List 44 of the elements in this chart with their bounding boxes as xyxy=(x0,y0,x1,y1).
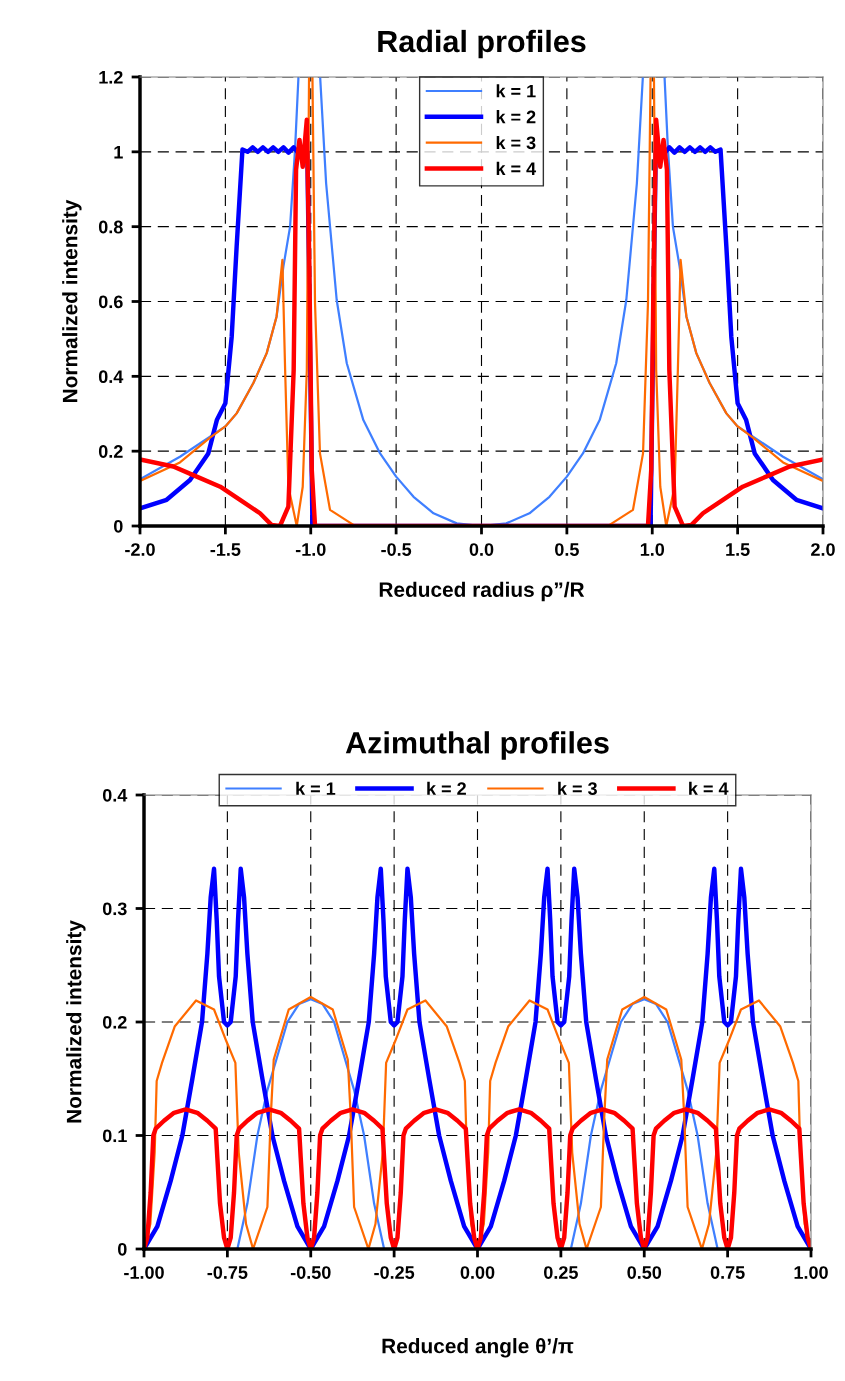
legend-label: k = 3 xyxy=(496,135,536,150)
legend-label: k = 3 xyxy=(558,781,597,796)
x-tick-label: 2.0 xyxy=(811,543,835,556)
y-tick-label: 0.3 xyxy=(102,902,127,916)
y-tick-label: 1.2 xyxy=(99,70,123,84)
x-tick-label: -2.0 xyxy=(125,543,155,556)
y-tick-label: 0 xyxy=(118,1242,127,1256)
x-tick-label: 1.00 xyxy=(794,1266,828,1279)
y-tick-label: 0.2 xyxy=(102,1015,127,1029)
y-tick-label: 0.2 xyxy=(98,445,123,458)
x-tick-label: 0.50 xyxy=(627,1266,662,1279)
y-tick-label: 0.4 xyxy=(102,788,128,802)
x-tick-label: -0.75 xyxy=(207,1266,248,1279)
y-tick-label: 0.4 xyxy=(98,370,124,384)
x-tick-label: 1.5 xyxy=(726,543,750,556)
y-tick-label: 1 xyxy=(114,145,123,159)
y-axis-title: Normalized intensity xyxy=(62,199,82,402)
x-tick-label: -1.00 xyxy=(124,1266,164,1279)
legend-label: k = 2 xyxy=(427,781,466,795)
x-tick-label: 0.0 xyxy=(469,543,494,556)
x-axis-title: Reduced radius ρ”/R xyxy=(379,581,585,602)
chart-title: Radial profiles xyxy=(378,29,586,59)
y-tick-label: 0.1 xyxy=(102,1129,127,1143)
chart-title: Azimuthal profiles xyxy=(345,731,609,760)
x-tick-label: 0.25 xyxy=(544,1266,578,1279)
x-tick-label: 1.0 xyxy=(640,543,665,556)
x-tick-label: -1.5 xyxy=(210,543,241,556)
x-tick-label: -1.0 xyxy=(295,543,326,556)
y-tick-label: 0 xyxy=(114,519,123,533)
legend-label: k = 4 xyxy=(689,781,729,795)
x-tick-label: -0.5 xyxy=(381,543,412,556)
y-axis-title: Normalized intensity xyxy=(66,920,86,1123)
legend-label: k = 2 xyxy=(496,110,536,124)
legend-label: k = 4 xyxy=(496,161,537,175)
x-axis-title: Reduced angle θ’/π xyxy=(382,1338,574,1358)
y-tick-label: 0.6 xyxy=(98,295,123,309)
legend-label: k = 1 xyxy=(296,781,336,795)
x-tick-label: 0.75 xyxy=(710,1266,745,1279)
x-tick-label: -0.25 xyxy=(374,1266,415,1279)
x-tick-label: 0.5 xyxy=(555,543,579,556)
x-tick-label: -0.50 xyxy=(290,1266,331,1279)
x-tick-label: 0.00 xyxy=(460,1266,495,1279)
y-tick-label: 0.8 xyxy=(98,220,123,234)
legend-label: k = 1 xyxy=(496,84,536,98)
